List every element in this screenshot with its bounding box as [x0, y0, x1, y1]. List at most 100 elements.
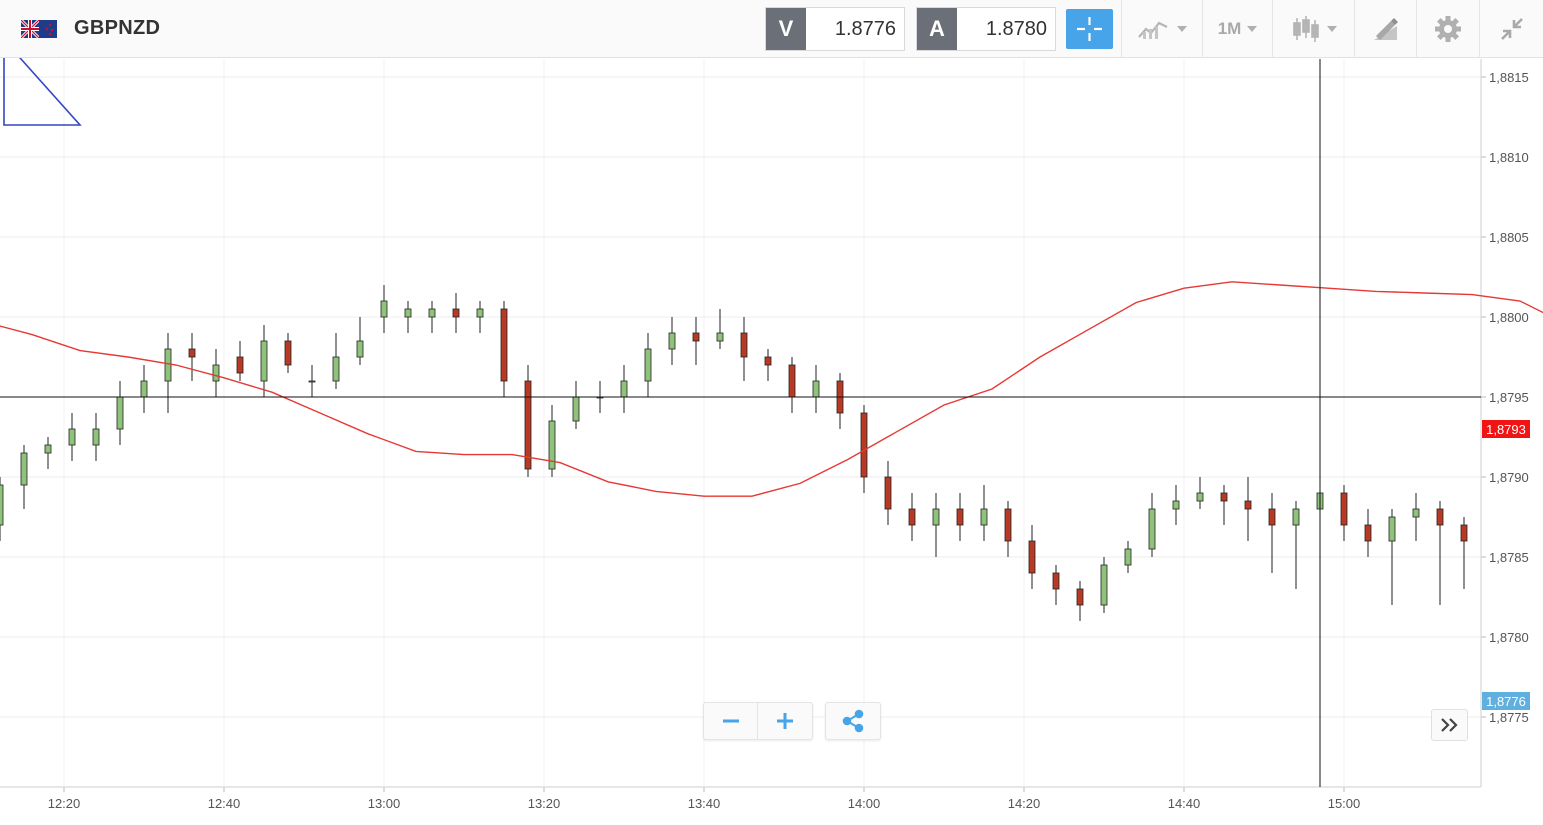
candle-up	[356, 340, 364, 358]
y-tick-label: 1,8795	[1489, 390, 1529, 405]
drawing-icon	[1373, 18, 1398, 40]
chart-type-icon	[1138, 21, 1168, 39]
bid-quote[interactable]: V 1.8776	[765, 7, 905, 51]
ma-price-badge: 1,8793	[1486, 422, 1526, 437]
share-button[interactable]	[825, 702, 881, 740]
drawing-tools-button[interactable]	[1354, 0, 1416, 58]
x-tick-label: 15:00	[1328, 796, 1361, 811]
x-tick-label: 13:40	[688, 796, 721, 811]
last-price-badge-bg	[1482, 692, 1530, 710]
candle-down	[452, 308, 460, 318]
candle-down	[524, 380, 532, 470]
candle-up	[404, 308, 412, 318]
candle-down	[188, 348, 196, 358]
y-tick-label: 1,8780	[1489, 630, 1529, 645]
y-tick-label: 1,8800	[1489, 310, 1529, 325]
candle-down	[1340, 492, 1348, 526]
candle-up	[332, 356, 340, 382]
candle-down	[1028, 540, 1036, 574]
candle-up	[716, 332, 724, 342]
y-tick-label: 1,8805	[1489, 230, 1529, 245]
candle-up	[1100, 564, 1108, 606]
double-chevron-right-icon	[1440, 718, 1458, 732]
y-tick-label: 1,8810	[1489, 150, 1529, 165]
drawing-overlay	[3, 37, 82, 126]
y-tick-label: 1,8785	[1489, 550, 1529, 565]
candle-down	[1244, 500, 1252, 510]
candle-up	[260, 340, 268, 382]
ask-label: A	[917, 8, 957, 50]
y-tick-label: 1,8790	[1489, 470, 1529, 485]
candle-down	[956, 508, 964, 526]
candle-down	[284, 340, 292, 366]
grid-lines	[0, 59, 1482, 788]
candle-down	[692, 332, 700, 342]
reference-lines	[0, 59, 1481, 787]
candle-up	[1292, 508, 1300, 526]
zoom-controls	[703, 702, 813, 740]
moving-average-line	[0, 281, 1543, 497]
candle-down	[1460, 524, 1468, 542]
settings-icon	[1435, 16, 1461, 42]
candle-down	[1436, 508, 1444, 526]
minus-icon	[722, 719, 739, 723]
candle-up	[428, 308, 436, 318]
flag-icon	[21, 20, 57, 38]
candle-up	[548, 420, 556, 470]
candle-down	[764, 356, 772, 366]
candle-down	[1220, 492, 1228, 502]
ask-quote[interactable]: A 1.8780	[916, 7, 1056, 51]
x-tick-label: 12:40	[208, 796, 241, 811]
candle-down	[884, 476, 892, 510]
candle-down	[1052, 572, 1060, 590]
moving-average	[0, 281, 1543, 497]
candle-down	[908, 508, 916, 526]
zoom-out-button[interactable]	[704, 703, 758, 739]
candle-up	[164, 348, 172, 382]
candle-up	[0, 484, 4, 526]
candle-up	[1196, 492, 1204, 502]
settings-button[interactable]	[1416, 0, 1479, 58]
candle-down	[1268, 508, 1276, 526]
timeframe-selector[interactable]: 1M	[1202, 0, 1272, 58]
plus-icon	[777, 713, 793, 729]
chevron-down-icon	[1326, 26, 1337, 32]
candle-up	[1388, 516, 1396, 542]
candle-up	[1172, 500, 1180, 510]
chart-toolbar: GBPNZD V 1.8776 A 1.8780	[0, 0, 1543, 58]
candle-down	[1076, 588, 1084, 606]
candle-up	[644, 348, 652, 382]
candle-up	[620, 380, 628, 398]
candle-down	[740, 332, 748, 358]
candle-up	[212, 364, 220, 382]
x-tick-label: 14:40	[1168, 796, 1201, 811]
candle-style-button[interactable]	[1272, 0, 1354, 58]
candle-up	[308, 380, 316, 383]
bid-label: V	[766, 8, 806, 50]
collapse-button[interactable]	[1479, 0, 1543, 58]
candle-up	[68, 428, 76, 446]
candle-up	[572, 396, 580, 422]
candle-up	[668, 332, 676, 350]
candle-up	[92, 428, 100, 446]
crosshair-button[interactable]	[1066, 9, 1113, 49]
candle-up	[140, 380, 148, 398]
x-tick-label: 13:00	[368, 796, 401, 811]
x-tick-label: 13:20	[528, 796, 561, 811]
candle-down	[788, 364, 796, 398]
x-tick-label: 12:20	[48, 796, 81, 811]
candle-down	[860, 412, 868, 478]
candle-up	[1148, 508, 1156, 550]
candle-up	[812, 380, 820, 398]
y-tick-label: 1,8815	[1489, 70, 1529, 85]
candle-down	[1004, 508, 1012, 542]
ask-value: 1.8780	[985, 17, 1047, 40]
candle-up	[20, 452, 28, 486]
candle-up	[116, 396, 124, 430]
candle-down	[500, 308, 508, 382]
candle-down	[1364, 524, 1372, 542]
scroll-to-latest-button[interactable]	[1431, 709, 1468, 741]
chart-type-button[interactable]	[1121, 0, 1202, 58]
zoom-in-button[interactable]	[758, 703, 812, 739]
